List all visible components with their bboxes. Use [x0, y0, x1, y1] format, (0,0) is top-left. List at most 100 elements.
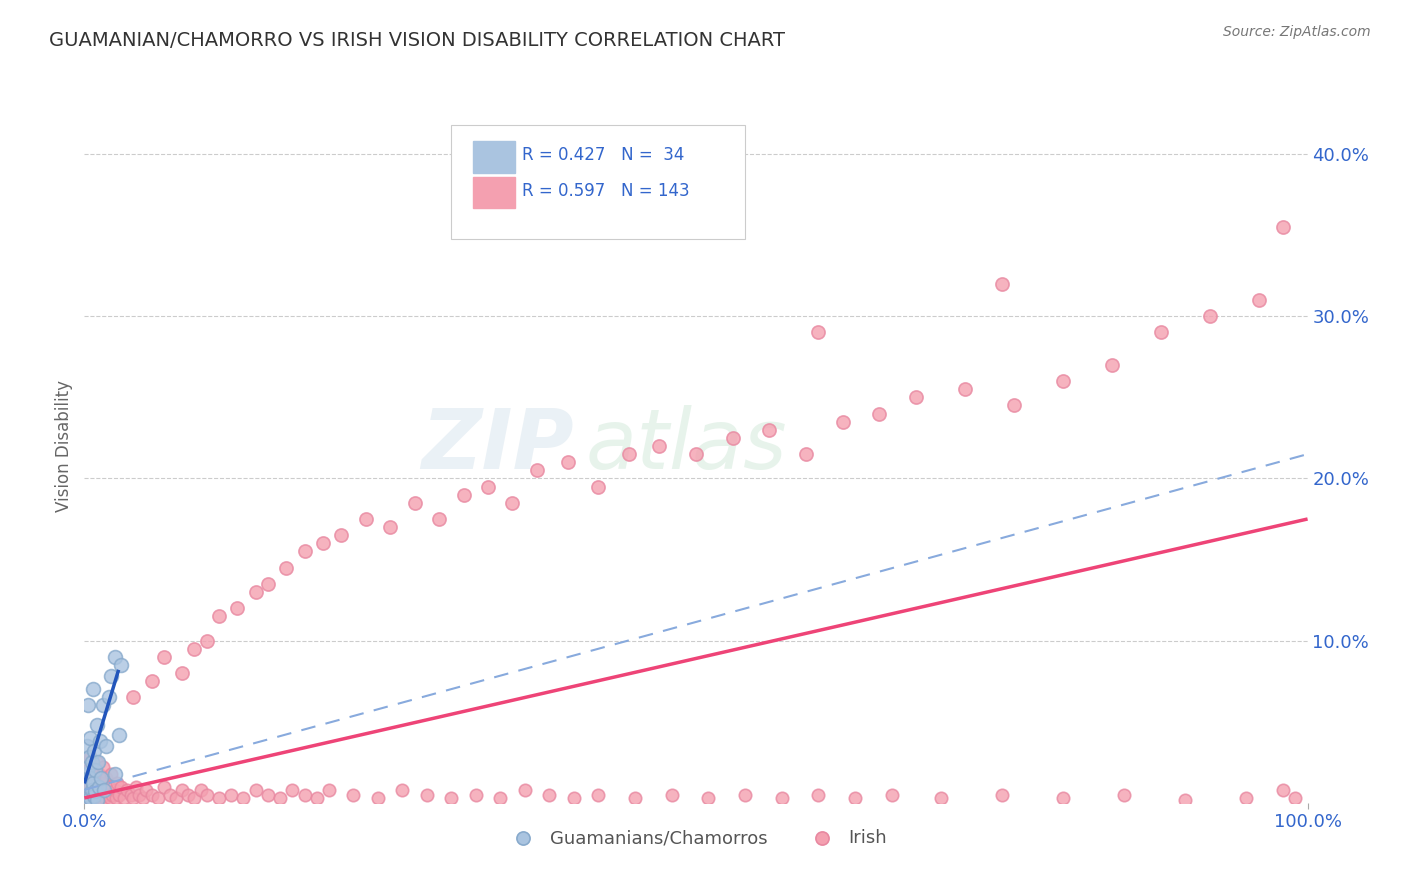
- Point: [80, 782, 103, 797]
- Point: [89, 734, 111, 748]
- Point: [77, 784, 100, 798]
- Point: [98, 791, 121, 805]
- Point: [77, 780, 100, 794]
- Point: [75, 792, 97, 806]
- Point: [91, 760, 114, 774]
- Point: [100, 669, 122, 683]
- Point: [76, 782, 98, 797]
- Point: [77, 750, 100, 764]
- Point: [219, 788, 242, 802]
- Text: R = 0.427   N =  34: R = 0.427 N = 34: [522, 146, 685, 164]
- Point: [195, 788, 218, 802]
- Point: [75, 788, 97, 802]
- Point: [76, 766, 98, 780]
- Point: [880, 788, 903, 802]
- Point: [77, 772, 100, 786]
- Point: [83, 744, 105, 758]
- Point: [107, 788, 129, 802]
- Point: [807, 788, 830, 802]
- Point: [90, 772, 112, 786]
- Point: [586, 479, 609, 493]
- Point: [226, 601, 249, 615]
- Point: [79, 731, 101, 745]
- Point: [87, 782, 110, 797]
- Point: [1272, 220, 1295, 235]
- Point: [526, 463, 548, 477]
- Point: [245, 585, 267, 599]
- Point: [112, 791, 135, 805]
- Point: [76, 739, 98, 753]
- Point: [477, 479, 499, 493]
- Point: [84, 770, 107, 784]
- Point: [105, 791, 128, 805]
- Point: [107, 728, 129, 742]
- Point: [120, 788, 142, 802]
- Point: [953, 382, 976, 396]
- Point: [367, 791, 389, 805]
- Point: [617, 447, 640, 461]
- Point: [125, 780, 148, 794]
- Point: [77, 776, 100, 790]
- Point: [93, 782, 115, 797]
- Point: [1101, 358, 1123, 372]
- Point: [1052, 791, 1074, 805]
- Point: [135, 782, 157, 797]
- Point: [75, 766, 97, 780]
- Point: [232, 791, 254, 805]
- Point: [83, 776, 105, 790]
- Point: [586, 788, 609, 802]
- Point: [276, 560, 298, 574]
- Point: [77, 760, 100, 774]
- Point: [105, 776, 128, 790]
- Point: [165, 791, 187, 805]
- Point: [77, 764, 100, 778]
- Y-axis label: Vision Disability: Vision Disability: [55, 380, 73, 512]
- Legend: Guamanians/Chamorros, Irish: Guamanians/Chamorros, Irish: [498, 822, 894, 855]
- Point: [190, 782, 212, 797]
- Point: [257, 577, 280, 591]
- Point: [82, 776, 104, 790]
- Point: [208, 791, 231, 805]
- Point: [172, 666, 194, 681]
- Point: [269, 791, 291, 805]
- Point: [76, 791, 98, 805]
- Point: [79, 780, 101, 794]
- Point: [159, 788, 181, 802]
- Point: [697, 791, 720, 805]
- Point: [513, 782, 536, 797]
- Point: [1247, 293, 1270, 307]
- Point: [1002, 399, 1025, 413]
- Point: [905, 390, 928, 404]
- Point: [172, 782, 194, 797]
- Point: [1052, 374, 1074, 388]
- Point: [93, 782, 115, 797]
- Point: [77, 788, 100, 802]
- FancyBboxPatch shape: [451, 125, 745, 239]
- Point: [94, 791, 117, 805]
- Point: [104, 766, 127, 780]
- Point: [991, 788, 1014, 802]
- Point: [1272, 782, 1295, 797]
- Point: [96, 772, 118, 786]
- Point: [305, 791, 328, 805]
- Point: [87, 780, 110, 794]
- Point: [770, 791, 793, 805]
- Point: [153, 780, 176, 794]
- FancyBboxPatch shape: [474, 177, 515, 209]
- Point: [391, 782, 413, 797]
- Point: [110, 657, 132, 672]
- Point: [77, 791, 100, 805]
- Point: [76, 756, 98, 770]
- Point: [79, 791, 101, 805]
- Point: [685, 447, 707, 461]
- Point: [83, 789, 105, 804]
- Point: [661, 788, 683, 802]
- Point: [380, 520, 402, 534]
- Point: [84, 764, 107, 778]
- Point: [416, 788, 439, 802]
- Point: [440, 791, 463, 805]
- Point: [86, 792, 108, 806]
- Point: [354, 512, 377, 526]
- Point: [87, 766, 110, 780]
- Point: [195, 633, 218, 648]
